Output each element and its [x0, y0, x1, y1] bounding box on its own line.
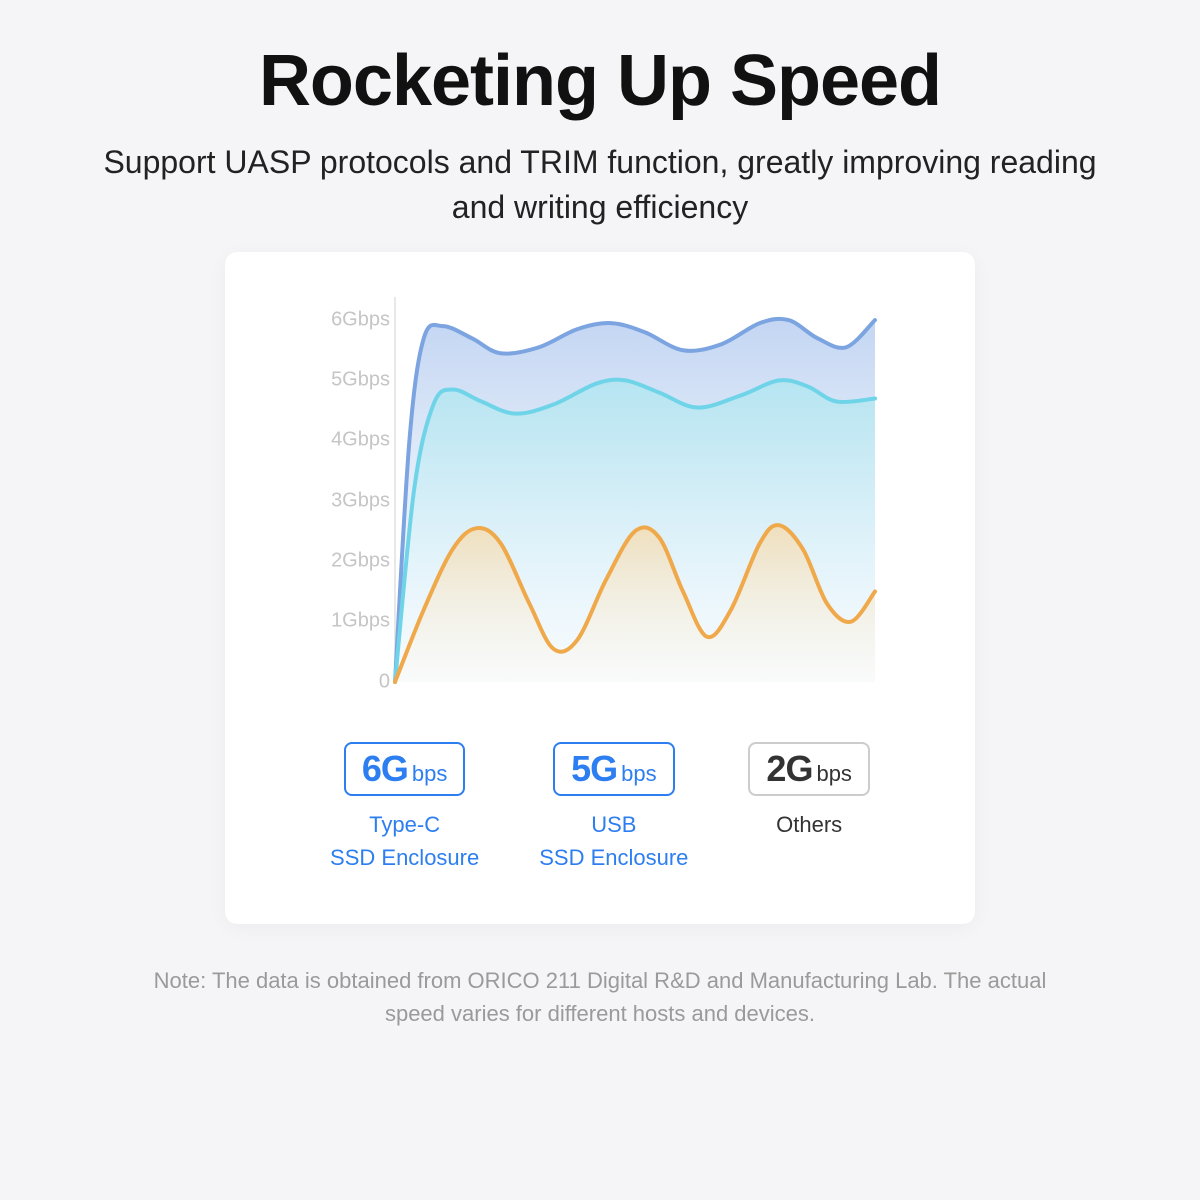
y-tick-label: 6Gbps: [331, 308, 390, 331]
speed-chart: [320, 292, 880, 692]
badge-row: 6G bps Type-CSSD Enclosure 5G bps USBSSD En…: [255, 742, 945, 874]
y-tick-label: 5Gbps: [331, 369, 390, 392]
badge-box: 6G bps: [344, 742, 466, 796]
badge-unit: bps: [816, 761, 851, 787]
chart-container: 0 1Gbps 2Gbps 3Gbps 4Gbps 5Gbps 6Gbps: [320, 292, 880, 692]
badge-value: 2G: [766, 748, 812, 790]
badge-label: Others: [776, 808, 842, 841]
page-title: Rocketing Up Speed: [259, 40, 941, 122]
badge-box: 5G bps: [553, 742, 675, 796]
y-tick-label: 2Gbps: [331, 549, 390, 572]
badge-box: 2G bps: [748, 742, 870, 796]
speed-badge: 6G bps Type-CSSD Enclosure: [330, 742, 479, 874]
speed-badge: 2G bps Others: [748, 742, 870, 874]
badge-label: Type-CSSD Enclosure: [330, 808, 479, 874]
page-subheading: Support UASP protocols and TRIM function…: [100, 140, 1100, 230]
y-tick-label: 4Gbps: [331, 429, 390, 452]
y-tick-label: 0: [379, 670, 390, 693]
badge-unit: bps: [621, 761, 656, 787]
speed-badge: 5G bps USBSSD Enclosure: [539, 742, 688, 874]
badge-value: 6G: [362, 748, 408, 790]
y-tick-label: 3Gbps: [331, 489, 390, 512]
y-tick-label: 1Gbps: [331, 610, 390, 633]
badge-unit: bps: [412, 761, 447, 787]
badge-label: USBSSD Enclosure: [539, 808, 688, 874]
badge-value: 5G: [571, 748, 617, 790]
chart-card: 01Gbps2Gbps3Gbps4Gbps5Gbps6Gbps 6G bpsTy…: [225, 252, 975, 924]
footnote: Note: The data is obtained from ORICO 21…: [150, 964, 1050, 1030]
